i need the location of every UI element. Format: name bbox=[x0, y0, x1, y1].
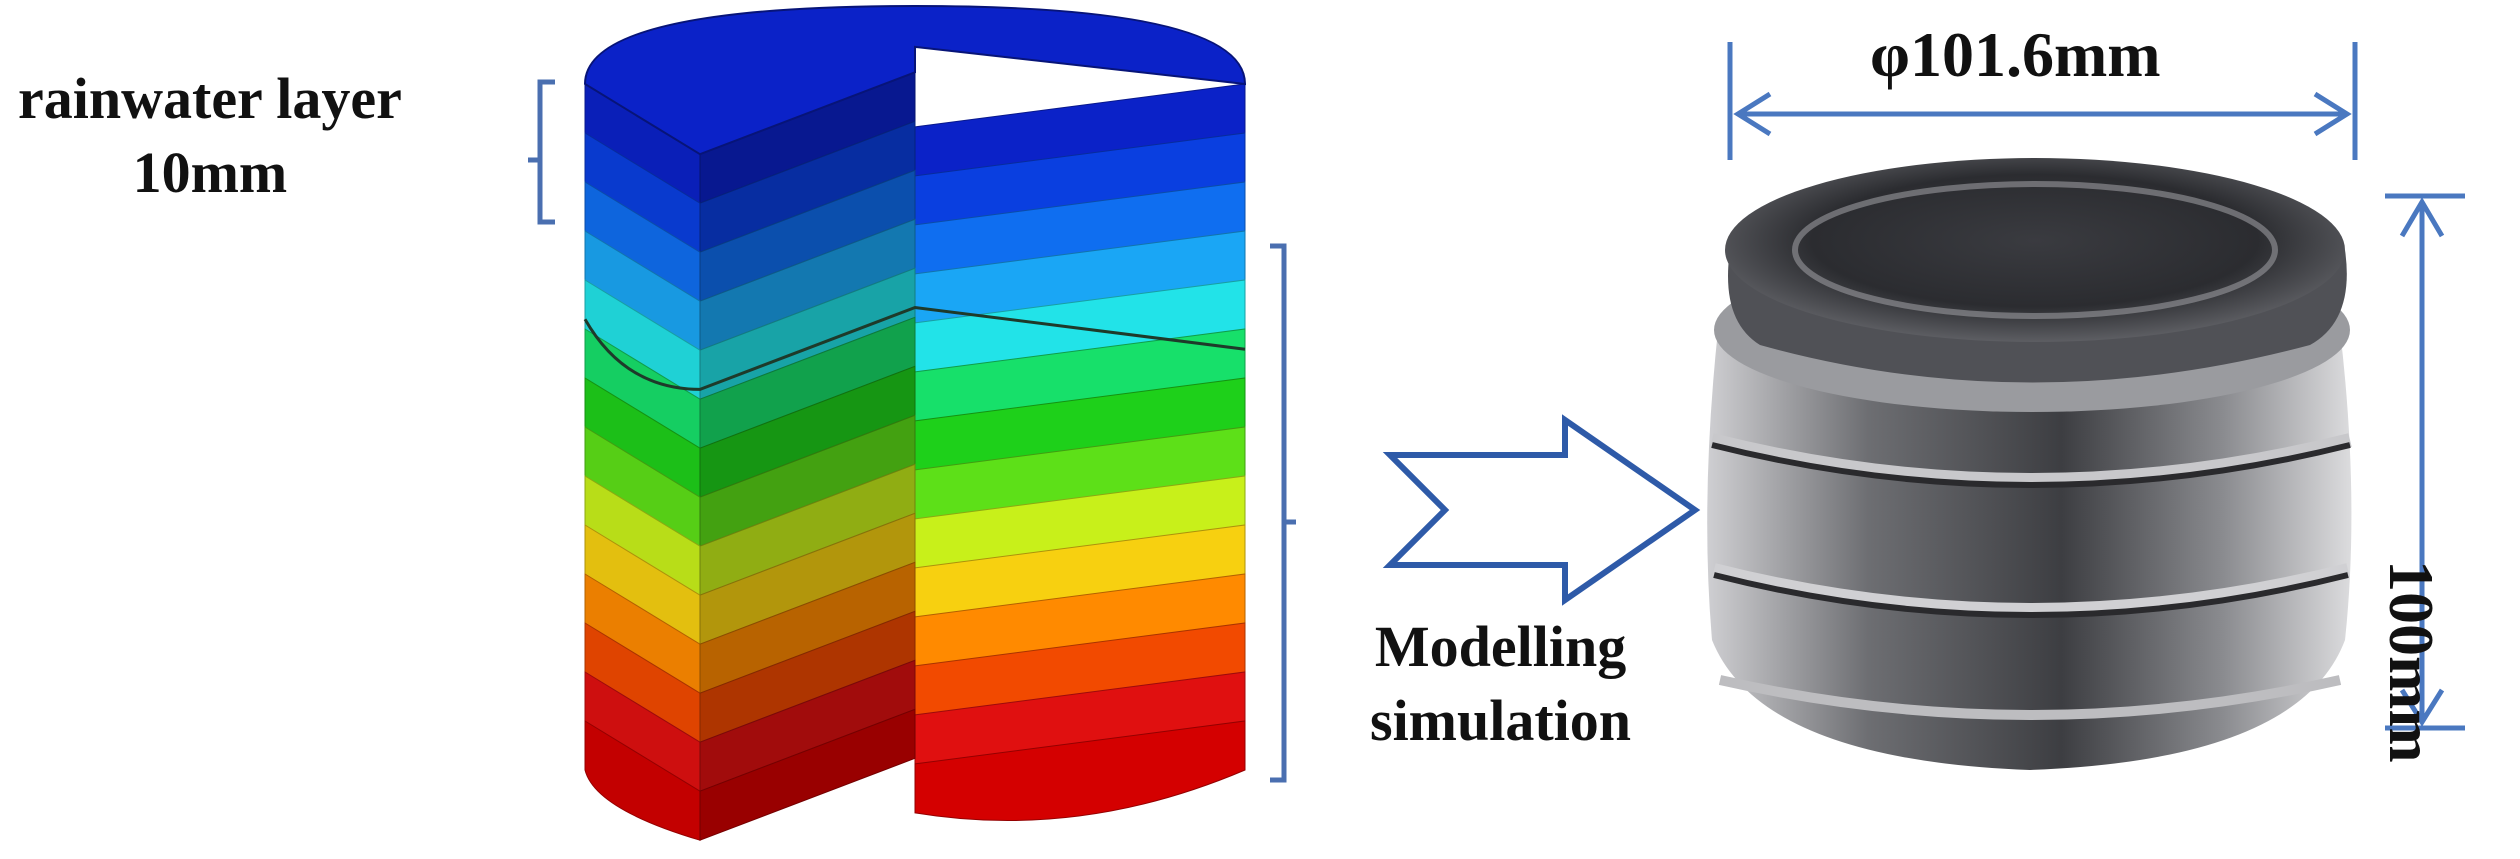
modelling-simulation-label: Modelling simulation bbox=[1370, 610, 1631, 758]
rainwater-label-line2: 10mm bbox=[132, 140, 288, 205]
specimen-bracket bbox=[1270, 243, 1296, 783]
rainwater-layer-label: rainwater layer 10mm bbox=[18, 62, 402, 210]
model-layer-cut-face bbox=[699, 708, 916, 841]
modelling-label-line2: simulation bbox=[1370, 688, 1632, 753]
right-arrow-icon bbox=[1382, 414, 1701, 606]
rainwater-bracket bbox=[528, 79, 555, 225]
diameter-label: φ101.6mm bbox=[1870, 19, 2161, 90]
modelling-label-line1: Modelling bbox=[1374, 614, 1627, 679]
rainwater-label-line1: rainwater layer bbox=[18, 66, 402, 131]
diameter-dimension bbox=[1727, 42, 2358, 160]
layered-cylinder-model bbox=[583, 4, 1247, 841]
model-layer-front-right bbox=[914, 720, 1246, 822]
height-label: 100mm bbox=[2376, 560, 2447, 763]
model-interface-line bbox=[583, 305, 1246, 391]
height-dimension bbox=[2385, 193, 2465, 731]
model-top-cap bbox=[583, 4, 1247, 156]
asphalt-specimen-photo bbox=[1707, 158, 2352, 770]
